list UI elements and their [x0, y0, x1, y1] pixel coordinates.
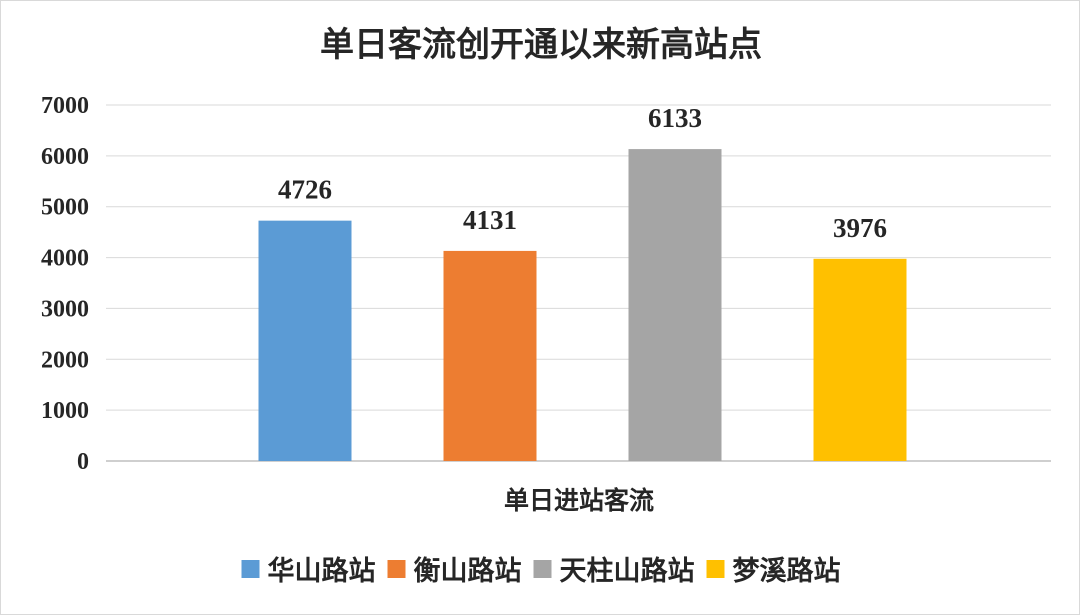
y-tick-label: 5000: [41, 195, 89, 221]
y-tick-label: 3000: [41, 296, 89, 322]
y-axis-ticks: 0 1000 2000 3000 4000 5000 6000 7000: [41, 93, 89, 475]
y-tick-label: 6000: [41, 144, 89, 170]
legend-swatch: [241, 560, 260, 578]
y-tick-label: 7000: [41, 93, 89, 119]
legend-label: 衡山路站: [414, 555, 522, 587]
bar-4: [813, 258, 907, 461]
legend-swatch: [387, 560, 406, 578]
legend-label: 天柱山路站: [560, 555, 695, 587]
legend-label: 华山路站: [268, 555, 376, 587]
gridlines: [106, 104, 1051, 462]
legend-swatch: [706, 560, 725, 578]
bar-1: [258, 220, 352, 461]
y-tick-label: 0: [77, 449, 89, 475]
data-label: 4131: [463, 205, 517, 235]
legend-swatch: [533, 560, 552, 578]
y-tick-label: 2000: [41, 347, 89, 373]
y-tick-label: 1000: [41, 398, 89, 424]
chart-title: 单日客流创开通以来新高站点: [320, 25, 762, 65]
y-tick-label: 4000: [41, 246, 89, 272]
bar-3: [628, 149, 722, 461]
bars: [258, 149, 907, 461]
data-label: 4726: [278, 175, 332, 205]
data-label: 3976: [833, 213, 887, 243]
legend: 华山路站 衡山路站 天柱山路站 梦溪路站: [241, 555, 841, 587]
legend-label: 梦溪路站: [733, 555, 841, 587]
data-label: 6133: [648, 103, 702, 133]
x-axis-category-label: 单日进站客流: [504, 486, 654, 515]
data-labels: 4726 4131 6133 3976: [278, 103, 887, 243]
bar-2: [443, 250, 537, 461]
